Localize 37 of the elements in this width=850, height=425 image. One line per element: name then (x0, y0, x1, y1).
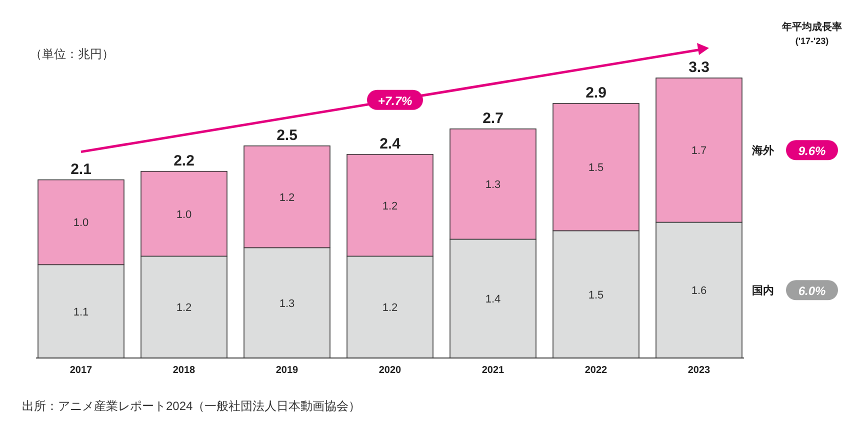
data-label: 1.2 (279, 192, 295, 204)
x-tick-label: 2019 (276, 365, 299, 376)
total-label: 2.4 (380, 135, 402, 152)
data-label: 1.4 (485, 294, 501, 306)
text: 年平均成長率 (781, 21, 842, 33)
data-label: 1.0 (176, 208, 192, 221)
annotation: +7.7% (378, 94, 413, 108)
text: 出所：アニメ産業レポート2024（一般社団法人日本動画協会） (22, 399, 361, 413)
total-label: 2.7 (482, 110, 504, 127)
total-label: 2.1 (70, 160, 92, 178)
text: ('17-'23) (795, 36, 829, 46)
data-label: 1.2 (382, 200, 398, 212)
data-label: 1.7 (691, 145, 707, 158)
total-label: 2.5 (276, 126, 298, 144)
data-label: 1.5 (588, 289, 604, 302)
total-label: 3.3 (688, 59, 710, 76)
data-label: 1.0 (73, 217, 89, 230)
total-label: 2.9 (586, 84, 606, 102)
text: 9.6% (798, 144, 826, 158)
data-label: 1.3 (279, 298, 295, 310)
data-label: 1.5 (588, 162, 604, 174)
total-label: 2.2 (174, 152, 194, 170)
data-label: 1.6 (691, 285, 707, 298)
x-tick-label: 2022 (584, 365, 608, 376)
data-label: 1.3 (485, 179, 501, 192)
data-label: 1.1 (73, 306, 89, 318)
text: 6.0% (798, 284, 826, 298)
x-tick-label: 2020 (378, 365, 402, 376)
data-label: 1.2 (382, 302, 398, 314)
series-label: 国内 (752, 284, 774, 298)
x-tick-label: 2021 (482, 365, 505, 376)
series-label: 海外 (751, 144, 775, 158)
x-tick-label: 2023 (688, 365, 711, 376)
x-tick-label: 2018 (172, 365, 196, 376)
text: （単位：兆円） (30, 47, 114, 61)
data-label: 1.2 (176, 302, 192, 314)
x-tick-label: 2017 (70, 365, 93, 376)
